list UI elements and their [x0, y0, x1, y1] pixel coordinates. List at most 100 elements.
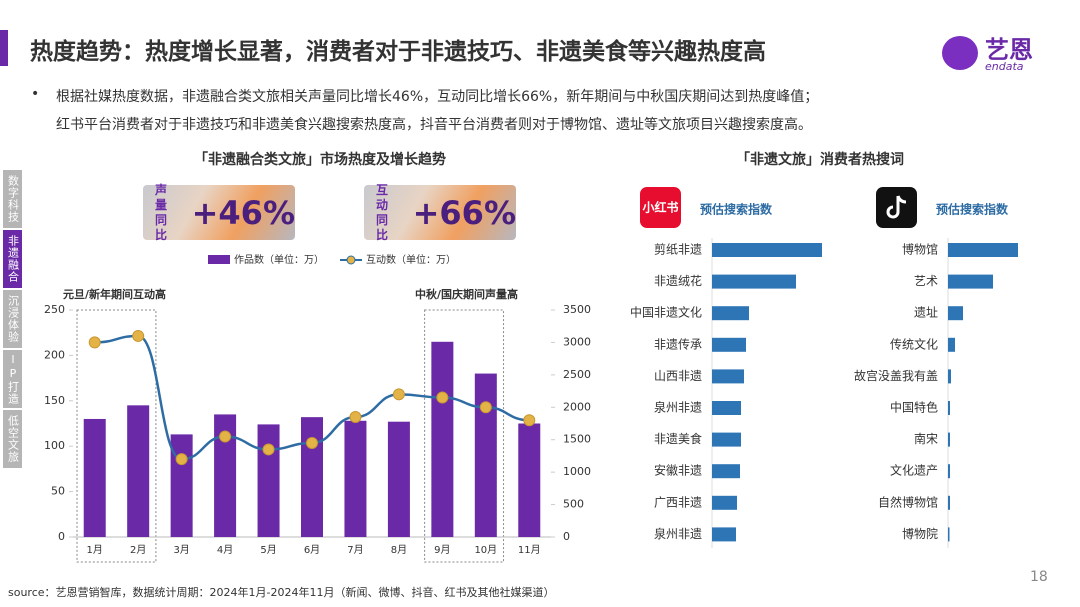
bar [301, 417, 323, 537]
line-marker [479, 401, 492, 414]
category-label: 泉州非遗 [654, 527, 702, 541]
badge: 互动 同比 +66% [364, 183, 516, 243]
y2-tick-label: 1500 [563, 433, 591, 446]
x-tick-label: 9月 [434, 544, 450, 556]
x-tick-label: 5月 [260, 544, 276, 556]
bar [948, 369, 951, 384]
y2-tick-label: 0 [563, 530, 570, 543]
line-marker [306, 436, 318, 449]
logo-cn: 艺恩 [985, 36, 1033, 64]
category-label: 博物馆 [902, 242, 938, 257]
badge-label: 互动 同比 [376, 183, 399, 243]
category-label: 文化遗产 [890, 463, 938, 478]
badge-label-line: 声量 [155, 182, 168, 212]
category-label: 遗址 [914, 306, 938, 320]
x-tick-label: 2月 [130, 544, 146, 556]
category-label: 自然博物馆 [878, 494, 938, 509]
annotation: 中秋/国庆期间声量高 [415, 287, 518, 301]
bar [431, 341, 454, 537]
bar [83, 418, 106, 537]
category-label: 传统文化 [890, 336, 938, 351]
series-label: 预估搜索指数 [700, 202, 773, 217]
category-label: 山西非遗 [654, 369, 702, 383]
bar [948, 401, 950, 415]
category-label: 泉州非遗 [654, 401, 702, 415]
platform-glyph [886, 195, 907, 219]
highlight-box [76, 309, 157, 563]
bar [127, 405, 150, 537]
bar [712, 401, 741, 415]
sidebar-tab: 低空文旅 [3, 410, 22, 468]
sidebar-tab: 沉浸体验 [3, 290, 22, 348]
y2-tick-label: 2500 [563, 368, 591, 381]
legend-swatch [208, 255, 230, 264]
bar [712, 243, 822, 257]
bar [712, 464, 740, 479]
bar [170, 434, 193, 537]
badge: 声量 同比 +46% [143, 182, 295, 242]
bar [712, 337, 746, 352]
bullet-text: 红书平台消费者对于非遗技巧和非遗美食兴趣搜索热度高，抖音平台消费者则对于博物馆、… [56, 117, 812, 133]
page-number: 18 [1030, 569, 1048, 585]
logo-en: endata [985, 60, 1024, 73]
category-label: 非遗美食 [654, 431, 702, 446]
bar [948, 527, 950, 542]
bar [948, 464, 950, 479]
x-tick-label: 4月 [217, 544, 233, 556]
line-marker [175, 453, 188, 466]
category-label: 安徽非遗 [654, 463, 702, 478]
y-tick-label: 100 [44, 439, 65, 452]
platform-icon [640, 187, 681, 228]
line-marker [88, 336, 101, 349]
bullet-dot: • [31, 86, 40, 102]
y2-tick-label: 500 [563, 498, 584, 511]
sidebar-tab: 非遗融合 [3, 230, 22, 288]
y-tick-label: 150 [44, 394, 65, 407]
sidebar-tab: IP打造 [3, 350, 22, 408]
bar [948, 432, 950, 447]
line-marker [392, 388, 405, 401]
bar [948, 243, 1018, 257]
title-accent [0, 30, 8, 66]
y2-tick-label: 2000 [563, 400, 591, 413]
chart-title: 「非遗文旅」消费者热搜词 [736, 151, 904, 168]
bar [948, 337, 955, 352]
badge-label-line: 互动 [376, 182, 389, 212]
x-tick-label: 3月 [173, 544, 189, 556]
series-label: 预估搜索指数 [936, 202, 1009, 217]
badge-value: +66% [412, 193, 516, 232]
x-tick-label: 7月 [347, 544, 363, 556]
line-marker [349, 411, 362, 424]
bar [712, 274, 796, 289]
line-marker [436, 391, 449, 404]
y-tick-label: 250 [44, 303, 65, 316]
category-label: 非遗绒花 [654, 273, 702, 288]
y-tick-label: 200 [44, 348, 65, 361]
line-marker [132, 329, 145, 342]
bar [948, 495, 950, 510]
bar [712, 495, 737, 510]
bar [344, 420, 367, 537]
bar [387, 421, 410, 537]
chart-title: 「非遗融合类文旅」市场热度及增长趋势 [194, 151, 446, 168]
legend-label: 作品数（单位：万） [234, 253, 324, 266]
category-label: 艺术 [914, 274, 938, 288]
bar [948, 274, 993, 289]
category-label: 非遗传承 [654, 336, 702, 351]
line-marker [262, 443, 275, 456]
page-title: 热度趋势：热度增长显著，消费者对于非遗技巧、非遗美食等兴趣热度高 [30, 39, 766, 65]
category-label: 剪纸非遗 [654, 242, 702, 257]
annotation: 元旦/新年期间互动高 [63, 287, 166, 301]
platform-name: 小红书 [642, 200, 678, 215]
category-label: 中国特色 [890, 400, 938, 415]
logo-mark [942, 36, 978, 70]
y2-tick-label: 3500 [563, 303, 591, 316]
y-tick-label: 0 [58, 530, 65, 543]
y2-tick-label: 3000 [563, 335, 591, 348]
category-label: 广西非遗 [654, 495, 702, 509]
bar [518, 423, 541, 537]
category-label: 博物院 [902, 526, 938, 541]
x-tick-label: 10月 [474, 544, 497, 556]
bar [257, 424, 280, 537]
